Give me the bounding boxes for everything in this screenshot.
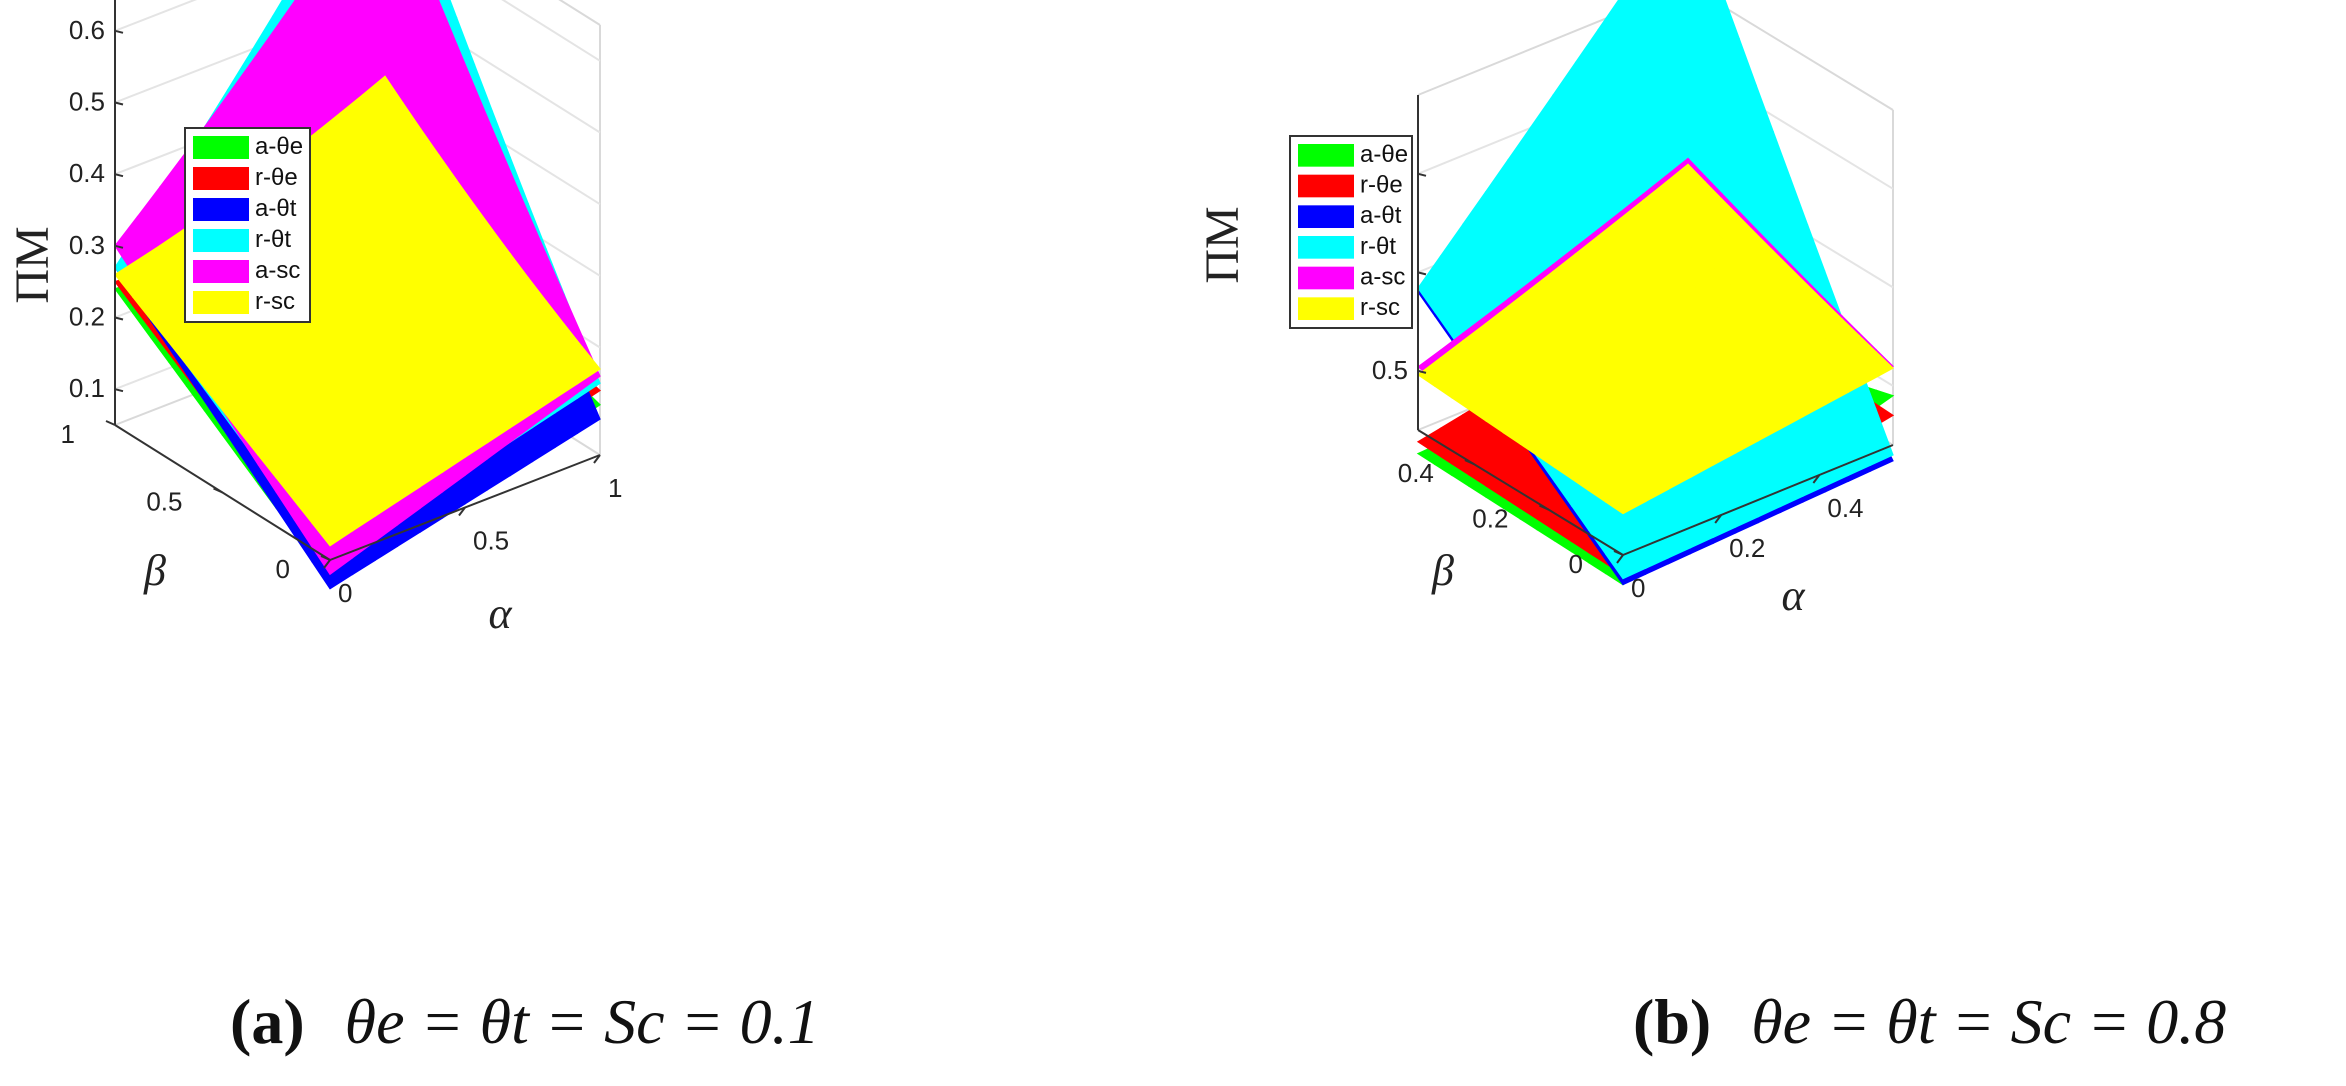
x-tick-label: 0 [338,578,352,608]
caption-b-label: (b) [1633,986,1712,1057]
z-axis-label: ΠM [6,226,59,303]
y-tick-label: 0.5 [146,487,182,517]
legend-swatch [193,136,249,159]
z-tick [114,244,124,249]
legend: a-θe r-θe a-θt r-θt a-sc r-sc [1289,135,1413,329]
legend-swatch [1298,174,1354,198]
surface-r-sc [1416,163,1895,515]
x-tick [1714,514,1722,524]
y-axis-label: β [143,546,166,595]
legend-label: r-θe [255,164,298,191]
y-tick [1613,550,1624,556]
z-tick-label: 0.5 [69,87,105,117]
y-tick-label: 1 [61,419,75,449]
chart-panel-a: 0 0.5 1 0 0.5 1 0.1 0.2 0.3 0.4 0.5 0.6 ΠM β α a-θe r-θe… [6,0,820,1059]
x-tick [323,559,331,569]
x-tick-label: 1 [608,473,622,503]
surface-plot-a: 0 0.5 1 0 0.5 1 0.1 0.2 0.3 0.4 0.5 0.6 ΠM β α a-θe r-θe… [6,0,622,638]
legend-label: r-θt [1360,233,1396,260]
legend-label: r-sc [1360,294,1400,321]
z-grid-line [114,0,601,134]
y-axis-line [1417,429,1624,556]
y-tick-label: 0 [1569,549,1583,579]
legend-label: r-θt [255,226,291,253]
y-tick [213,487,223,494]
legend-swatch [1298,236,1354,259]
legend-label: a-θe [1360,141,1408,168]
legend-label: a-θt [255,195,297,222]
surfaces [1416,0,1895,586]
legend-label: a-θt [1360,202,1402,229]
z-tick-label: 0.5 [1372,355,1408,385]
x-tick-label: 0 [1631,573,1645,603]
caption-a-label: (a) [230,986,305,1057]
x-tick-label: 0.2 [1729,533,1765,563]
z-axis-label: ΠM [1196,206,1249,283]
y-tick-label: 0.2 [1472,504,1508,534]
front-axes: 0 0.5 1 0 0.5 1 0.1 0.2 0.3 0.4 0.5 0.6 [61,0,622,608]
x-tick [1616,554,1624,564]
y-tick [1539,504,1549,511]
z-grid-line [114,0,601,62]
legend-box [1289,135,1413,329]
z-tick [114,316,124,321]
legend-swatch [193,291,249,314]
x-axis-line [1622,444,1894,556]
z-tick-label: 0.3 [69,230,105,260]
grid-line [558,0,601,26]
legend: a-θe r-θe a-θt r-θt a-sc r-sc [184,127,311,323]
y-tick-label: 0.4 [1398,458,1434,488]
z-tick [1417,369,1427,374]
z-tick [114,29,124,34]
x-tick [1812,474,1821,484]
caption-a-equation: θe = θt = Sc = 0.1 [344,986,820,1057]
legend-box [184,127,311,323]
legend-label: a-θe [255,133,303,160]
z-tick [114,173,124,178]
legend-swatch [1298,205,1354,228]
legend-swatch [1298,266,1354,290]
legend-swatch [193,198,249,221]
z-tick-label: 0.2 [69,302,105,332]
legend-swatch [193,260,249,283]
legend-swatch [193,167,249,190]
y-tick [320,555,331,561]
x-tick-label: 0.4 [1827,493,1863,523]
y-axis-label: β [1431,546,1454,595]
y-tick-label: 0 [276,554,290,584]
caption-b: (b) θe = θt = Sc = 0.8 [1633,985,2226,1059]
surface-patch [1604,488,1647,515]
caption-b-equation: θe = θt = Sc = 0.8 [1751,986,2227,1057]
legend-swatch [193,229,249,252]
surface-patch [1656,0,1667,9]
z-tick-label: 0.4 [69,158,105,188]
y-tick [1464,459,1475,466]
x-axis-label: α [488,589,512,638]
z-tick [114,101,124,106]
surface-patch [367,0,390,19]
legend-label: r-θe [1360,172,1403,199]
x-axis-label: α [1781,571,1805,620]
y-tick [105,420,116,426]
legend-label: r-sc [255,288,295,315]
legend-swatch [1298,297,1354,320]
legend-label: a-sc [255,257,300,284]
legend-swatch [1298,144,1354,167]
z-tick [1417,172,1427,177]
z-tick-label: 0.6 [69,15,105,45]
z-tick [1417,271,1427,276]
x-tick-label: 0.5 [473,526,509,556]
x-tick [458,506,466,517]
surfaces [114,0,601,590]
x-tick [593,454,601,464]
chart-panel-b: 00.20.400.20.40.511.5ΠMβαa-θer-θea-θtr-θ… [1173,0,2346,1086]
surface-patch [311,507,354,547]
surface-plot-b: 00.20.400.20.40.511.5ΠMβαa-θer-θea-θtr-θ… [1196,0,1895,620]
caption-a: (a) θe = θt = Sc = 0.1 [230,985,820,1059]
surface-patch [331,0,342,10]
z-tick [114,388,124,393]
z-tick-label: 0.1 [69,373,105,403]
legend-label: a-sc [1360,264,1405,291]
